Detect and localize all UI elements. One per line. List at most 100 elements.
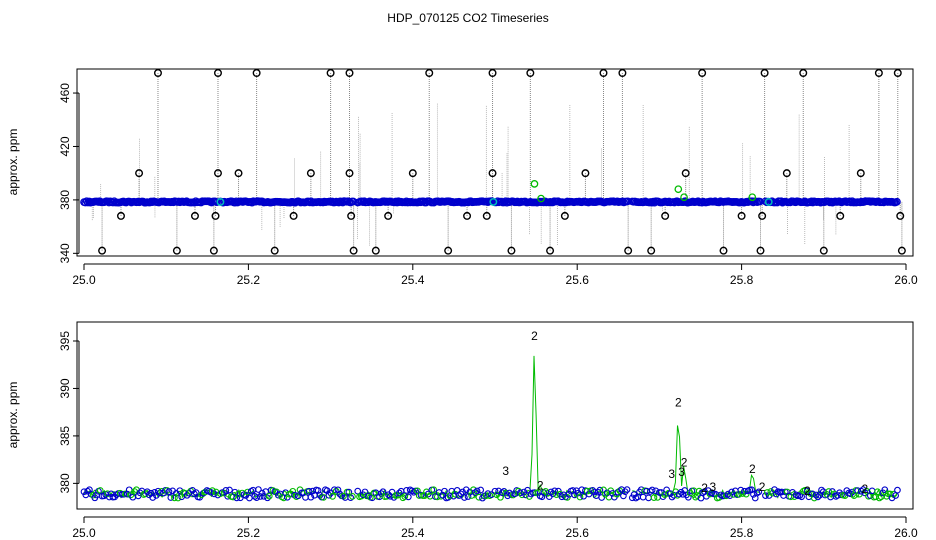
top-outlier-point: [560, 211, 569, 220]
bottom-baseline-point: [289, 487, 297, 495]
top-x-tick-label: 25.6: [566, 273, 590, 287]
top-outlier-point: [270, 246, 279, 255]
bottom-y-tick-label: 385: [58, 426, 72, 446]
bottom-baseline-point: [742, 490, 750, 498]
bottom-baseline-point: [361, 488, 369, 496]
top-outlier-point: [698, 69, 707, 78]
top-outlier-point: [209, 246, 218, 255]
bottom-series-symbol: 3: [678, 465, 685, 479]
bottom-baseline-point: [726, 492, 734, 500]
bottom-baseline-point: [383, 492, 391, 500]
top-x-tick-label: 25.0: [72, 273, 96, 287]
bottom-series-line: [494, 355, 627, 500]
bottom-baseline-point: [859, 486, 867, 494]
bottom-baseline-point: [334, 486, 342, 494]
top-outlier-point: [758, 211, 767, 220]
bottom-baseline-point: [737, 486, 745, 494]
top-outlier-point: [488, 69, 497, 78]
top-outlier-point: [116, 211, 125, 220]
bottom-series-symbol: 3: [502, 464, 509, 478]
top-cyan-point: [764, 197, 773, 206]
bottom-baseline-point: [663, 486, 670, 494]
bottom-baseline-point: [881, 486, 889, 494]
top-outlier-point: [897, 246, 906, 255]
top-x-tick-label: 25.4: [401, 273, 425, 287]
bottom-baseline-point: [755, 488, 763, 496]
bottom-baseline-point: [231, 488, 239, 496]
bottom-baseline-point: [167, 494, 175, 501]
top-y-tick-label: 460: [58, 83, 72, 103]
top-outlier-point: [482, 211, 491, 220]
bottom-baseline-point: [524, 486, 531, 494]
bottom-baseline-point: [861, 489, 869, 497]
bottom-baseline-point: [648, 486, 656, 494]
bottom-baseline-point: [265, 492, 273, 500]
bottom-baseline-point: [174, 494, 182, 502]
top-outlier-point: [211, 211, 220, 220]
top-outlier-point: [618, 69, 627, 78]
top-x-tick-label: 25.2: [237, 273, 261, 287]
top-y-tick-label: 380: [58, 190, 72, 210]
bottom-baseline-point: [307, 493, 315, 501]
bottom-baseline-point: [390, 494, 398, 501]
top-outlier-point: [661, 211, 670, 220]
bottom-baseline-point: [735, 491, 743, 498]
top-outlier-point: [153, 69, 162, 78]
bottom-baseline-point: [650, 494, 658, 502]
bottom-baseline-point: [226, 486, 233, 494]
bottom-baseline-point: [771, 486, 778, 493]
bottom-baseline-point: [395, 489, 403, 497]
bottom-baseline-point: [491, 487, 499, 495]
top-outlier-point: [252, 69, 261, 78]
bottom-baseline-point: [679, 490, 687, 498]
top-outlier-point: [463, 211, 472, 220]
bottom-baseline-point: [477, 486, 485, 494]
bottom-baseline-point: [657, 489, 665, 496]
top-outlier-point: [190, 211, 199, 220]
bottom-series-symbol: 2: [675, 396, 682, 410]
top-outlier-point: [488, 169, 497, 178]
bottom-baseline-point: [255, 486, 262, 493]
bottom-baseline-point: [812, 491, 820, 499]
bottom-baseline-point: [574, 489, 582, 497]
bottom-baseline-point: [659, 493, 667, 501]
bottom-baseline-point: [538, 493, 546, 501]
bottom-baseline-point: [814, 493, 822, 501]
bottom-baseline-point: [209, 487, 216, 494]
top-outlier-point: [384, 211, 393, 220]
bottom-baseline-point: [329, 492, 336, 500]
bottom-baseline-point: [192, 489, 200, 496]
top-outlier-point: [172, 246, 181, 255]
bottom-y-tick-label: 390: [58, 378, 72, 398]
top-outlier-point: [347, 211, 356, 220]
bottom-x-tick-label: 25.4: [401, 526, 425, 540]
top-outlier-point: [893, 69, 902, 78]
top-outlier-point: [345, 169, 354, 178]
top-outlier-point: [799, 69, 808, 78]
top-baseline-point: [618, 197, 627, 206]
top-series-point: [537, 194, 545, 203]
top-outlier-point: [581, 169, 590, 178]
top-panel-ylabel: approx. ppm: [6, 129, 20, 196]
top-series-point: [674, 185, 683, 194]
bottom-x-tick-label: 26.0: [894, 526, 918, 540]
bottom-baseline-point: [639, 493, 647, 501]
top-outlier-point: [836, 211, 845, 220]
bottom-baseline-point: [347, 494, 355, 501]
top-outlier-point: [856, 169, 865, 178]
bottom-baseline-point: [410, 488, 418, 496]
top-outlier-point: [647, 246, 656, 255]
top-outlier-point: [874, 69, 883, 78]
top-outlier-point: [135, 169, 144, 178]
top-outlier-point: [98, 246, 107, 255]
top-outlier-point: [289, 211, 298, 220]
bottom-baseline-point: [156, 489, 164, 497]
top-outlier-point: [756, 246, 765, 255]
top-baseline-point: [893, 197, 901, 206]
bottom-baseline-point: [401, 493, 409, 500]
bottom-series-symbol: 2: [681, 455, 688, 469]
top-outlier-point: [896, 211, 905, 220]
top-outlier-point: [326, 69, 335, 78]
bottom-baseline-point: [457, 490, 465, 498]
